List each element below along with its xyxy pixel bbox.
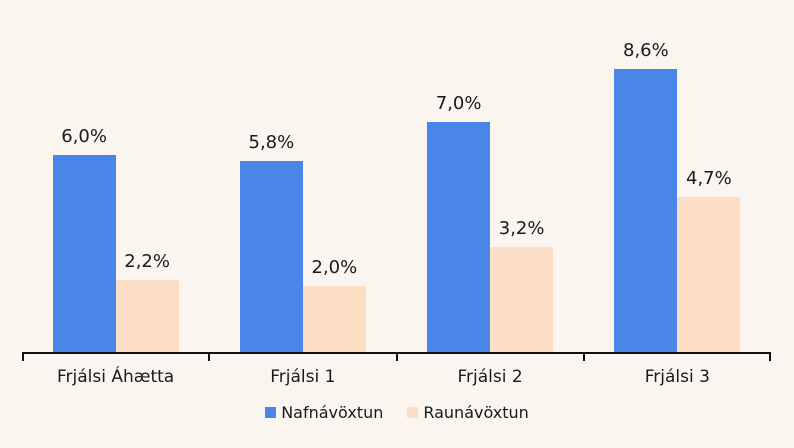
bar-Raunávöxtun <box>490 247 554 352</box>
bar-value-label: 6,0% <box>61 126 107 147</box>
legend-swatch-icon <box>407 407 419 418</box>
bar-Raunávöxtun <box>115 280 179 352</box>
bar-Nafnávöxtun <box>614 69 678 352</box>
plot-area: 6,0% 2,2% 5,8% 2,0% 7,0% 3,2% 8,6% 4,7% <box>22 0 771 361</box>
bar-group: 7,0% 3,2% <box>397 93 584 352</box>
legend: Nafnávöxtun Raunávöxtun <box>0 403 794 422</box>
bar-group: 8,6% 4,7% <box>584 40 771 352</box>
bar-column: 7,0% <box>427 93 491 352</box>
bar-Raunávöxtun <box>677 197 741 352</box>
bar-column: 2,0% <box>302 257 366 352</box>
bar-Nafnávöxtun <box>427 122 491 352</box>
legend-item-Raunávöxtun: Raunávöxtun <box>407 403 529 422</box>
bar-value-label: 5,8% <box>248 132 295 153</box>
bar-value-label: 3,2% <box>498 218 545 239</box>
bar-column: 4,7% <box>677 168 741 352</box>
category-label: Frjálsi 2 <box>457 367 523 387</box>
bar-column: 5,8% <box>239 132 303 352</box>
bar-value-label: 7,0% <box>435 93 482 114</box>
legend-item-Nafnávöxtun: Nafnávöxtun <box>265 403 383 422</box>
bar-Nafnávöxtun <box>239 161 303 352</box>
axis-tick <box>22 352 24 361</box>
bar-value-label: 2,0% <box>311 257 358 278</box>
bar-column: 8,6% <box>614 40 678 352</box>
bar-column: 2,2% <box>115 251 179 352</box>
x-axis-labels: Frjálsi Áhætta Frjálsi 1 Frjálsi 2 Frjálsi … <box>22 354 771 387</box>
bar-group: 5,8% 2,0% <box>209 132 396 352</box>
bar-Nafnávöxtun <box>52 155 116 352</box>
axis-tick <box>582 352 585 361</box>
axis-tick <box>395 352 398 361</box>
category-label: Frjálsi 3 <box>644 367 710 387</box>
axis-tick <box>208 352 211 361</box>
bar-value-label: 8,6% <box>623 40 669 61</box>
category-label: Frjálsi 1 <box>270 367 336 387</box>
bar-group: 6,0% 2,2% <box>22 126 209 352</box>
bar-value-label: 4,7% <box>686 168 732 189</box>
legend-label: Raunávöxtun <box>423 403 529 422</box>
bar-column: 3,2% <box>490 218 554 352</box>
axis-tick <box>769 352 771 361</box>
bar-Raunávöxtun <box>302 286 366 352</box>
legend-label: Nafnávöxtun <box>281 403 384 422</box>
legend-swatch-icon <box>265 407 277 418</box>
bar-value-label: 2,2% <box>124 251 170 272</box>
bar-column: 6,0% <box>52 126 116 352</box>
category-label: Frjálsi Áhætta <box>57 367 175 387</box>
